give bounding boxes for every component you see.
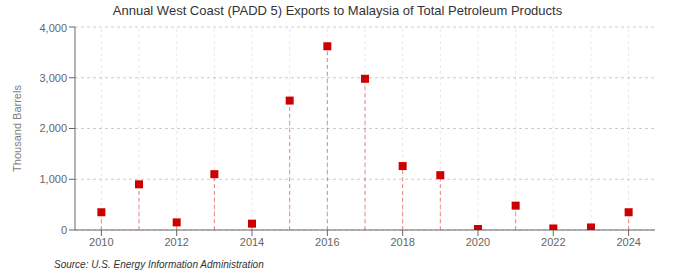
- svg-text:2014: 2014: [240, 236, 264, 248]
- svg-text:0: 0: [61, 224, 67, 236]
- svg-text:Thousand Barrels: Thousand Barrels: [11, 85, 23, 172]
- svg-text:3,000: 3,000: [39, 72, 67, 84]
- svg-text:2012: 2012: [164, 236, 188, 248]
- svg-text:2024: 2024: [616, 236, 640, 248]
- svg-text:2010: 2010: [89, 236, 113, 248]
- svg-text:2020: 2020: [466, 236, 490, 248]
- svg-text:2016: 2016: [315, 236, 339, 248]
- html-text:Annual West Coast (PADD 5) Exp: Annual West Coast (PADD 5) Exports to Ma…: [112, 3, 563, 18]
- svg-text:2,000: 2,000: [39, 122, 67, 134]
- svg-text:1,000: 1,000: [39, 173, 67, 185]
- svg-text:4,000: 4,000: [39, 22, 67, 34]
- html-text:Source: U.S. Energy Informatio: Source: U.S. Energy Information Administ…: [54, 259, 264, 270]
- svg-text:2018: 2018: [390, 236, 414, 248]
- svg-text:2022: 2022: [541, 236, 565, 248]
